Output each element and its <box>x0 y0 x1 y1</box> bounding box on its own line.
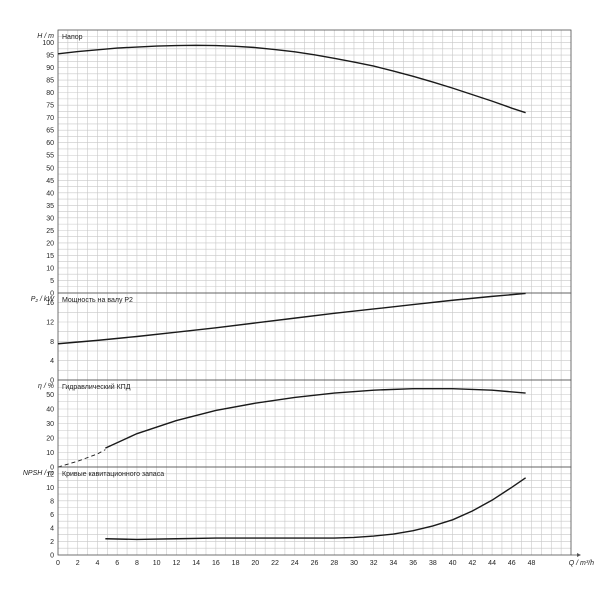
y-tick-label: 5 <box>50 278 54 285</box>
x-tick-label: 18 <box>232 560 240 567</box>
x-tick-label: 46 <box>508 560 516 567</box>
panel-frame <box>57 466 572 556</box>
y-tick-label: 75 <box>46 103 54 110</box>
x-tick-label: 4 <box>96 560 100 567</box>
y-tick-label: 35 <box>46 203 54 210</box>
curve-line <box>57 44 526 114</box>
y-tick-label: 85 <box>46 78 54 85</box>
y-tick-label: 40 <box>46 407 54 414</box>
y-tick-label: 80 <box>46 90 54 97</box>
y-tick-label: 4 <box>50 358 54 365</box>
x-tick-label: 32 <box>370 560 378 567</box>
x-tick-label: 24 <box>291 560 299 567</box>
y-tick-label: 30 <box>46 421 54 428</box>
panel-label: Напор <box>62 34 83 41</box>
y-tick-label: 0 <box>50 291 54 298</box>
y-axis-label: P₂ / kW <box>31 296 56 303</box>
x-tick-label: 16 <box>212 560 220 567</box>
y-tick-label: 0 <box>50 553 54 560</box>
y-tick-label: 25 <box>46 228 54 235</box>
y-tick-label: 40 <box>46 190 54 197</box>
y-tick-label: 45 <box>46 178 54 185</box>
x-tick-label: 48 <box>528 560 536 567</box>
panel-label: Гидравлический КПД <box>62 383 131 391</box>
x-tick-label: 28 <box>330 560 338 567</box>
x-tick-label: 10 <box>153 560 161 567</box>
x-tick-label: 20 <box>251 560 259 567</box>
y-tick-label: 20 <box>46 240 54 247</box>
y-tick-label: 70 <box>46 115 54 122</box>
x-tick-label: 12 <box>172 560 180 567</box>
x-tick-label: 0 <box>56 560 60 567</box>
x-tick-label: 40 <box>449 560 457 567</box>
y-tick-label: 2 <box>50 539 54 546</box>
y-tick-label: 12 <box>46 320 54 327</box>
y-tick-label: 6 <box>50 512 54 519</box>
x-tick-label: 22 <box>271 560 279 567</box>
curve-line <box>57 292 526 345</box>
x-tick-label: 30 <box>350 560 358 567</box>
x-tick-label: 14 <box>192 560 200 567</box>
x-tick-label: 8 <box>135 560 139 567</box>
y-tick-label: 30 <box>46 215 54 222</box>
y-tick-label: 8 <box>50 339 54 346</box>
y-axis-label: H / m <box>37 33 54 40</box>
y-tick-label: 8 <box>50 498 54 505</box>
x-axis-label: Q / m³/h <box>569 560 594 567</box>
curve-line <box>105 477 527 541</box>
y-tick-label: 55 <box>46 153 54 160</box>
x-tick-label: 44 <box>488 560 496 567</box>
x-tick-label: 34 <box>390 560 398 567</box>
y-tick-label: 65 <box>46 128 54 135</box>
y-tick-label: 4 <box>50 525 54 532</box>
x-tick-label: 6 <box>115 560 119 567</box>
x-tick-label: 26 <box>311 560 319 567</box>
y-tick-label: 100 <box>42 40 54 47</box>
y-tick-label: 16 <box>46 300 54 307</box>
x-tick-label: 38 <box>429 560 437 567</box>
y-tick-label: 50 <box>46 165 54 172</box>
y-tick-label: 10 <box>46 485 54 492</box>
curve-line-dashed <box>57 449 106 468</box>
y-tick-label: 0 <box>50 378 54 385</box>
y-axis-label: NPSH / m <box>23 470 54 477</box>
y-axis-label: η / % <box>38 383 54 390</box>
y-tick-label: 0 <box>50 465 54 472</box>
y-tick-label: 20 <box>46 436 54 443</box>
y-tick-label: 60 <box>46 140 54 147</box>
panel-label: Мощность на валу P2 <box>62 297 133 304</box>
x-tick-label: 36 <box>409 560 417 567</box>
panel-label: Кривые кавитационного запаса <box>62 471 164 478</box>
y-tick-label: 95 <box>46 53 54 60</box>
y-tick-label: 12 <box>46 471 54 478</box>
x-tick-label: 2 <box>76 560 80 567</box>
x-tick-label: 42 <box>468 560 476 567</box>
y-tick-label: 10 <box>46 265 54 272</box>
curve-line <box>105 388 526 449</box>
y-tick-label: 90 <box>46 65 54 72</box>
y-tick-label: 10 <box>46 450 54 457</box>
y-tick-label: 15 <box>46 253 54 260</box>
x-axis-arrow-head <box>577 553 581 557</box>
y-tick-label: 50 <box>46 392 54 399</box>
